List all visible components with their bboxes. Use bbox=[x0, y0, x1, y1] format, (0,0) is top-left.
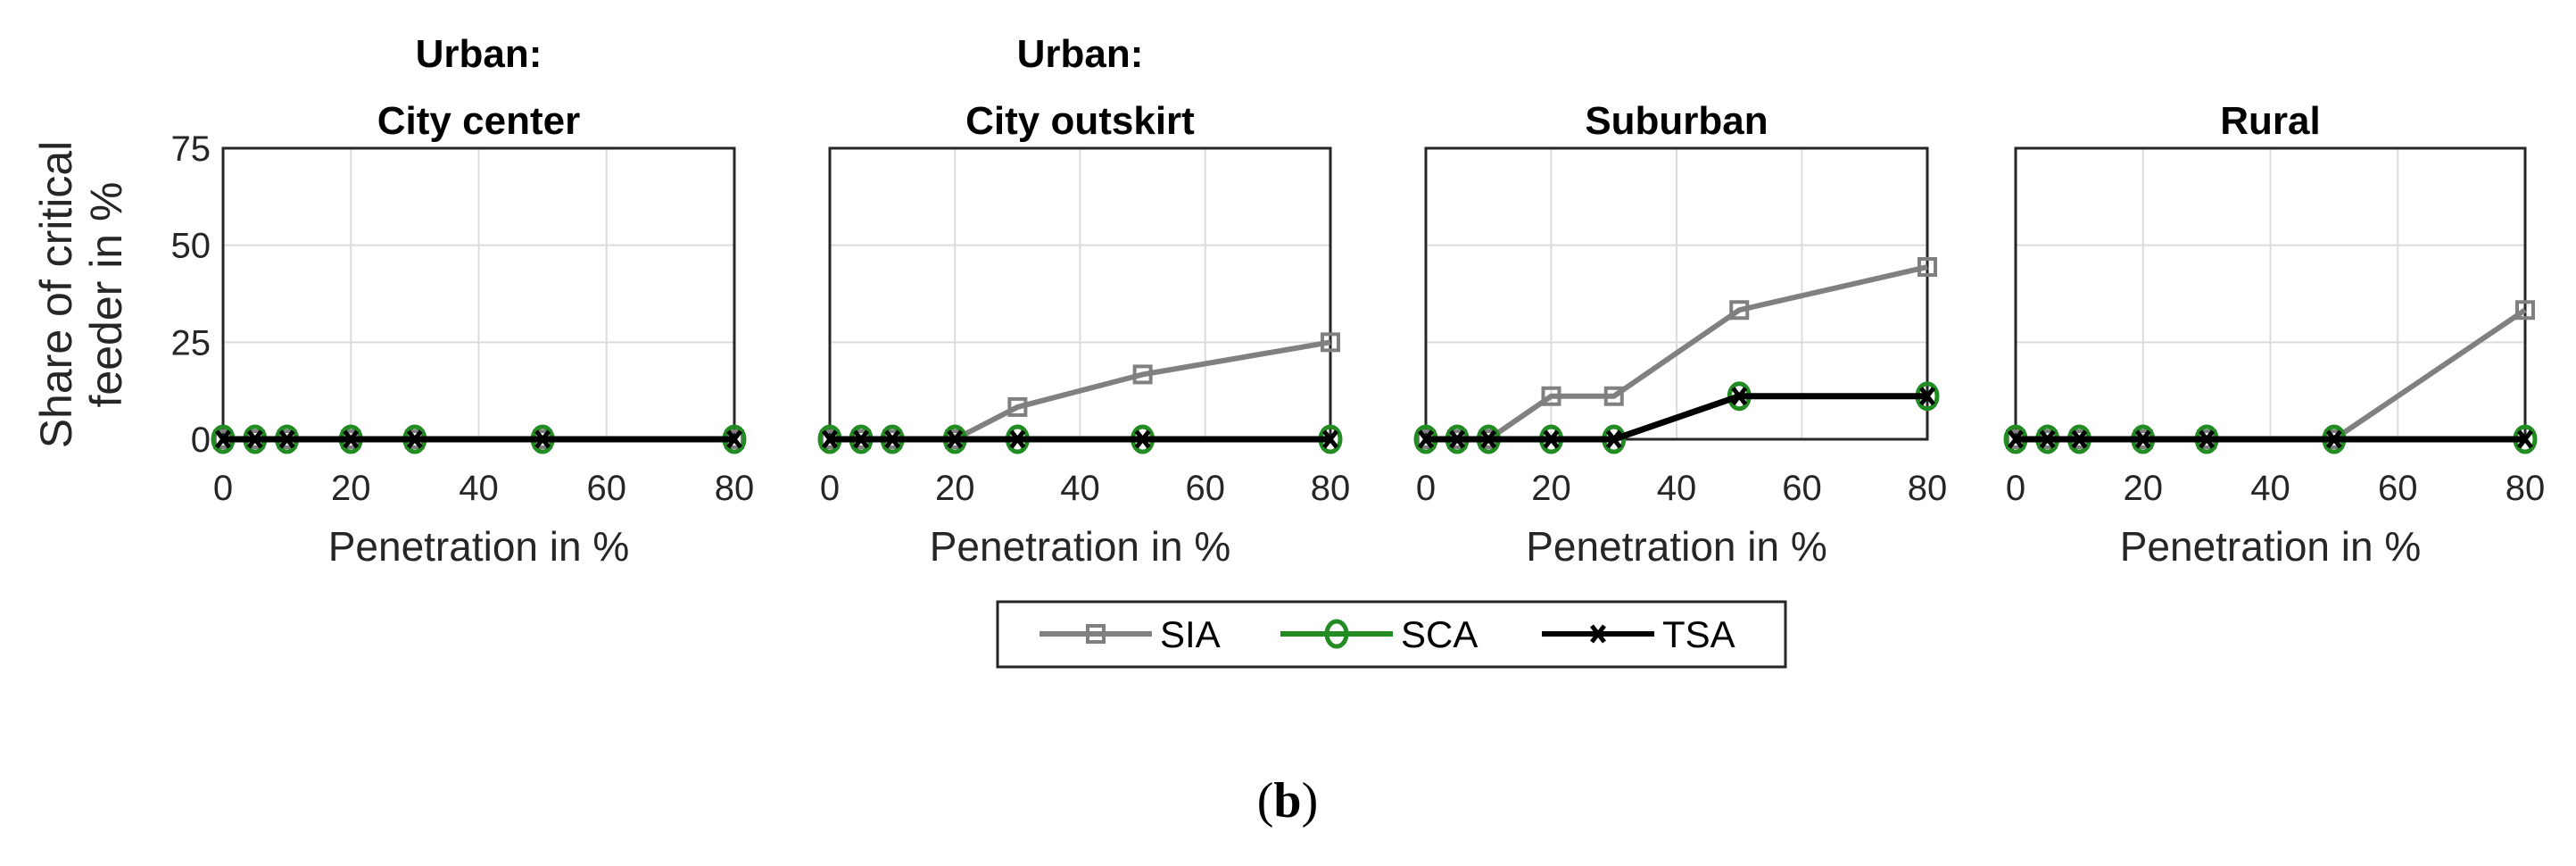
marker-x bbox=[947, 429, 964, 449]
legend-entry-tsa: TSA bbox=[1542, 613, 1735, 655]
panel-2: Suburban 0 20 40 60 80 Penetration in % bbox=[1413, 99, 1948, 570]
marker-x bbox=[1731, 387, 1748, 406]
legend-label: SCA bbox=[1401, 613, 1478, 655]
marker-x bbox=[1480, 429, 1497, 449]
x-tick-label: 0 bbox=[213, 469, 233, 508]
legend-label: TSA bbox=[1662, 613, 1735, 655]
marker-x bbox=[726, 429, 742, 449]
marker-x bbox=[1605, 429, 1622, 449]
marker-x bbox=[1543, 429, 1560, 449]
marker-square bbox=[1918, 257, 1937, 278]
series-tsa bbox=[2008, 429, 2533, 449]
x-tick-label: 20 bbox=[2124, 469, 2164, 508]
marker-x bbox=[1134, 429, 1151, 449]
panel-title-line: City outskirt bbox=[965, 99, 1195, 143]
marker-x bbox=[1322, 429, 1338, 449]
series-tsa bbox=[215, 429, 742, 449]
panel-1: Urban: City outskirt 0 20 40 60 80 Penetration … bbox=[817, 32, 1351, 570]
x-tick-label: 0 bbox=[2006, 469, 2025, 508]
marker-square bbox=[1729, 300, 1750, 321]
marker-x bbox=[1449, 429, 1466, 449]
panel-title-line: Urban: bbox=[416, 32, 543, 76]
legend-entry-sca: SCA bbox=[1280, 613, 1478, 655]
x-tick-label: 20 bbox=[331, 469, 371, 508]
marker-x bbox=[2325, 429, 2342, 449]
marker-square bbox=[1321, 332, 1340, 353]
x-tick-label: 40 bbox=[2250, 469, 2290, 508]
panel-title-line: Rural bbox=[2220, 99, 2320, 143]
marker-square bbox=[1541, 386, 1561, 406]
panel-0: Urban: City center 0 20 40 60 80 0 25 50 75 Penetra… bbox=[171, 32, 755, 570]
y-tick-label: 50 bbox=[171, 227, 211, 266]
y-axis-label-line-2: feeder in % bbox=[81, 182, 131, 408]
x-tick-label: 60 bbox=[1186, 469, 1226, 508]
marker-x bbox=[1009, 429, 1026, 449]
y-tick-label: 0 bbox=[191, 421, 211, 460]
marker-x bbox=[822, 429, 838, 449]
x-tick-label: 80 bbox=[2506, 469, 2546, 508]
x-tick-label: 60 bbox=[2378, 469, 2418, 508]
legend-label: SIA bbox=[1160, 613, 1221, 655]
marker-x bbox=[343, 429, 360, 449]
x-tick-label: 80 bbox=[1311, 469, 1351, 508]
x-tick-label: 40 bbox=[1657, 469, 1697, 508]
marker-x bbox=[2071, 429, 2088, 449]
marker-x bbox=[2517, 429, 2533, 449]
x-tick-label: 80 bbox=[1908, 469, 1948, 508]
caption-letter: b bbox=[1273, 773, 1301, 829]
series-tsa bbox=[822, 429, 1338, 449]
x-tick-label: 20 bbox=[1531, 469, 1571, 508]
x-axis-label: Penetration in % bbox=[1526, 523, 1827, 570]
caption-close: ) bbox=[1302, 773, 1319, 829]
x-tick-label: 60 bbox=[1782, 469, 1822, 508]
x-axis-label: Penetration in % bbox=[328, 523, 630, 570]
series-tsa bbox=[1418, 387, 1935, 449]
marker-x bbox=[2039, 429, 2056, 449]
panel-3: Rural 0 20 40 60 80 Penetration in % bbox=[2003, 99, 2546, 570]
marker-x bbox=[215, 429, 231, 449]
marker-x bbox=[2008, 429, 2024, 449]
legend: SIA SCA TSA bbox=[996, 600, 1787, 669]
y-axis-label-line-1: Share of critical bbox=[31, 141, 81, 449]
marker-x bbox=[406, 429, 423, 449]
panel-title-line: City center bbox=[377, 99, 580, 143]
x-tick-label: 0 bbox=[1416, 469, 1436, 508]
marker-x bbox=[853, 429, 870, 449]
figure-caption: (b) bbox=[1257, 773, 1318, 829]
marker-square bbox=[1007, 396, 1028, 417]
panel-title-line: Suburban bbox=[1585, 99, 1768, 143]
marker-circle bbox=[1324, 619, 1349, 649]
x-tick-label: 40 bbox=[1060, 469, 1100, 508]
marker-x bbox=[2199, 429, 2216, 449]
y-tick-label: 75 bbox=[171, 129, 211, 169]
x-axis-label: Penetration in % bbox=[2120, 523, 2422, 570]
x-tick-label: 20 bbox=[935, 469, 975, 508]
marker-square bbox=[1086, 624, 1106, 644]
panel-title-line: Urban: bbox=[1017, 32, 1144, 76]
x-tick-label: 40 bbox=[459, 469, 499, 508]
marker-x bbox=[278, 429, 295, 449]
marker-x bbox=[2134, 429, 2151, 449]
x-tick-label: 60 bbox=[587, 469, 627, 508]
marker-x bbox=[1919, 387, 1935, 406]
x-axis-label: Penetration in % bbox=[930, 523, 1231, 570]
panels: Urban: City center 0 20 40 60 80 0 25 50 75 Penetra… bbox=[171, 32, 2546, 570]
marker-x bbox=[884, 429, 901, 449]
marker-x bbox=[1418, 429, 1434, 449]
marker-x bbox=[1590, 624, 1606, 644]
legend-entry-sia: SIA bbox=[1040, 613, 1221, 655]
marker-x bbox=[246, 429, 263, 449]
marker-square bbox=[2515, 300, 2535, 321]
axes-frame bbox=[1424, 146, 1929, 441]
caption-open: ( bbox=[1257, 773, 1274, 829]
marker-square bbox=[1603, 386, 1624, 406]
x-tick-label: 0 bbox=[820, 469, 840, 508]
y-tick-label: 25 bbox=[171, 323, 211, 362]
x-tick-label: 80 bbox=[715, 469, 755, 508]
marker-square bbox=[1132, 364, 1153, 385]
marker-x bbox=[534, 429, 551, 449]
